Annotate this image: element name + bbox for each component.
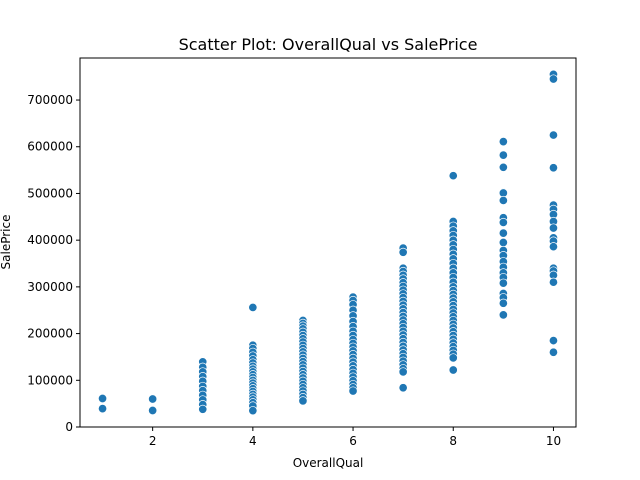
x-tick-label: 10 <box>546 434 561 448</box>
y-tick-label: 200000 <box>27 327 73 341</box>
data-point <box>548 74 559 84</box>
y-tick-label: 500000 <box>27 186 73 200</box>
data-point <box>448 365 458 375</box>
data-point <box>498 298 508 308</box>
data-point <box>398 367 408 377</box>
chart-title: Scatter Plot: OverallQual vs SalePrice <box>179 35 478 54</box>
y-tick-label: 100000 <box>27 373 73 387</box>
data-point <box>498 237 508 248</box>
data-point <box>498 278 508 288</box>
data-point <box>498 217 508 227</box>
data-point <box>498 137 508 147</box>
data-point <box>398 247 408 257</box>
x-axis: 2 4 6 8 10 <box>149 427 561 448</box>
data-point <box>498 310 508 320</box>
data-point <box>498 228 508 238</box>
data-point <box>198 404 208 414</box>
data-point <box>348 386 358 396</box>
data-point <box>498 195 508 206</box>
data-point <box>548 130 559 140</box>
x-tick-label: 8 <box>449 434 457 448</box>
y-axis-label: SalePrice <box>0 215 13 270</box>
data-point <box>148 405 158 416</box>
data-point <box>97 393 108 404</box>
y-axis: 0 100000 200000 300000 400000 500000 600000 700… <box>27 93 80 434</box>
data-point <box>548 242 559 252</box>
data-point <box>398 383 408 393</box>
data-point <box>298 396 308 406</box>
data-point <box>97 404 108 414</box>
data-point <box>548 347 559 357</box>
y-tick-label: 600000 <box>27 140 73 154</box>
y-tick-label: 400000 <box>27 233 73 247</box>
data-point <box>498 150 508 160</box>
data-point <box>148 394 158 404</box>
data-point <box>548 277 559 287</box>
data-point <box>548 223 559 233</box>
data-point <box>248 302 258 312</box>
x-tick-label: 4 <box>249 434 257 448</box>
x-tick-label: 6 <box>349 434 357 448</box>
data-point <box>498 162 508 172</box>
x-axis-label: OverallQual <box>293 456 364 470</box>
y-tick-label: 0 <box>65 420 73 434</box>
y-tick-label: 300000 <box>27 280 73 294</box>
data-point <box>548 336 559 346</box>
data-points <box>97 69 559 416</box>
plot-frame <box>79 57 577 428</box>
data-point <box>548 163 559 173</box>
x-tick-label: 2 <box>149 434 157 448</box>
data-point <box>248 406 258 416</box>
y-tick-label: 700000 <box>27 93 73 107</box>
data-point <box>448 353 458 363</box>
data-point <box>448 171 458 181</box>
